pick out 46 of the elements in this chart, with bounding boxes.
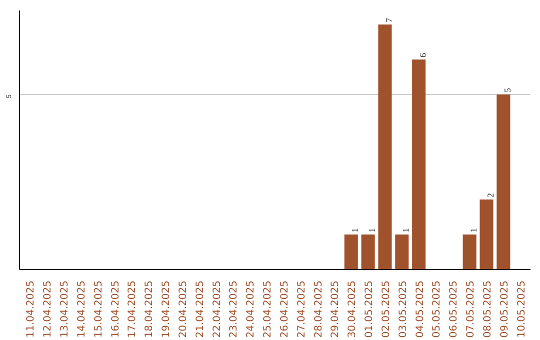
- x-tick-label: 13.04.2025: [59, 280, 70, 338]
- x-tick-label: 20.04.2025: [178, 280, 189, 338]
- x-tick-label: 30.04.2025: [347, 280, 358, 338]
- data-label: 1: [350, 228, 360, 232]
- bar: [412, 60, 426, 270]
- x-tick-label: 19.04.2025: [161, 280, 172, 338]
- x-tick-label: 10.05.2025: [516, 280, 528, 338]
- x-tick-label: 27.04.2025: [296, 280, 308, 338]
- x-tick-label: 06.05.2025: [448, 280, 460, 338]
- bar: [378, 24, 392, 270]
- data-label: 7: [384, 18, 394, 22]
- data-label: 6: [418, 52, 428, 58]
- data-label: 5: [502, 88, 512, 92]
- x-tick-label: 23.04.2025: [228, 280, 240, 338]
- x-tick-label: 15.04.2025: [93, 280, 104, 338]
- data-label: 1: [400, 228, 411, 232]
- x-tick-label: 16.04.2025: [110, 280, 122, 338]
- x-tick-label: 08.05.2025: [482, 280, 494, 338]
- x-tick-label: 12.04.2025: [42, 280, 54, 338]
- x-tick-label: 04.05.2025: [414, 280, 426, 338]
- bar: [361, 234, 375, 270]
- x-tick-label: 22.04.2025: [212, 280, 223, 338]
- data-label: 1: [367, 228, 378, 232]
- bar: [395, 234, 409, 270]
- x-tick-label: 28.04.2025: [313, 280, 324, 338]
- data-label: 2: [486, 193, 496, 198]
- x-tick-label: 24.04.2025: [246, 280, 257, 338]
- x-tick-label: 21.04.2025: [194, 280, 206, 338]
- x-tick-label: 17.04.2025: [127, 280, 138, 338]
- x-tick-label: 07.05.2025: [466, 280, 477, 338]
- x-tick-label: 11.04.2025: [26, 280, 37, 338]
- x-tick-label: 26.04.2025: [279, 280, 290, 338]
- x-tick-label: 18.04.2025: [144, 280, 156, 338]
- bar: [462, 234, 476, 270]
- x-tick-label: 09.05.2025: [499, 280, 510, 338]
- bar: [344, 234, 358, 270]
- x-tick-label: 25.04.2025: [262, 280, 274, 338]
- bar: [480, 200, 494, 270]
- data-label: 1: [468, 228, 479, 232]
- x-tick-label: 01.05.2025: [364, 280, 376, 338]
- bar: [496, 94, 510, 270]
- x-tick-label: 03.05.2025: [398, 280, 409, 338]
- x-tick-label: 05.05.2025: [432, 280, 443, 338]
- x-tick-label: 29.04.2025: [330, 280, 342, 338]
- x-tick-label: 02.05.2025: [380, 280, 392, 338]
- x-tick-label: 14.04.2025: [76, 280, 88, 338]
